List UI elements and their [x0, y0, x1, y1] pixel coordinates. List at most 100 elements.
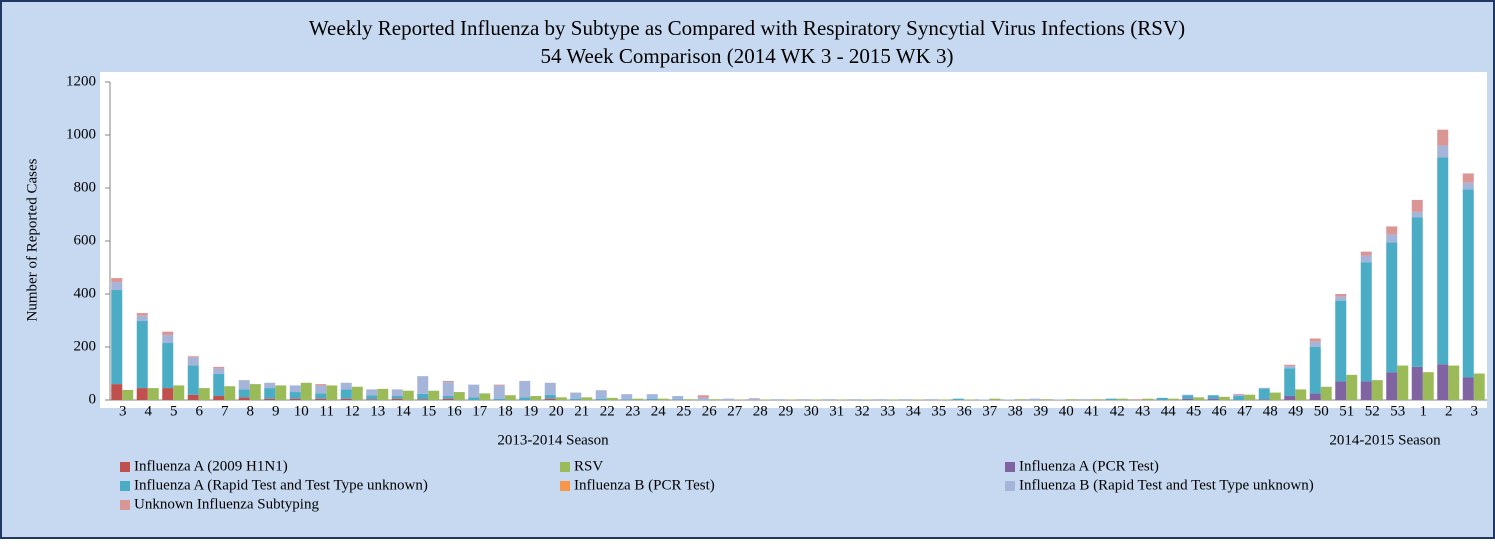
bar: [1014, 399, 1026, 400]
bar: [162, 331, 174, 336]
x-tick-label: 17: [472, 403, 488, 419]
x-tick-label: 35: [931, 403, 946, 419]
x-tick-label: 21: [574, 403, 589, 419]
bar: [901, 399, 913, 400]
x-tick-label: 19: [523, 403, 538, 419]
bar: [978, 399, 990, 400]
bar: [213, 366, 225, 369]
bar: [315, 398, 327, 400]
x-tick-label: 29: [778, 403, 793, 419]
bar: [111, 384, 123, 400]
bar: [198, 388, 210, 400]
legend-swatch: [120, 500, 130, 510]
bar: [1335, 300, 1347, 382]
season-label: 2013-2014 Season: [497, 432, 609, 448]
bar: [238, 380, 250, 390]
bar: [1142, 398, 1154, 400]
x-tick-label: 42: [1110, 403, 1125, 419]
bar: [340, 389, 352, 399]
chart-subtitle: 54 Week Comparison (2014 WK 3 - 2015 WK …: [540, 44, 953, 68]
x-tick-label: 3: [119, 403, 127, 419]
bar: [621, 399, 633, 400]
bar: [213, 396, 225, 400]
bar: [1360, 255, 1372, 263]
bar: [453, 392, 465, 400]
bar: [1360, 381, 1372, 400]
bar: [544, 382, 556, 395]
bar: [1065, 399, 1077, 400]
bar: [1462, 182, 1474, 190]
bar: [213, 374, 225, 397]
bar: [417, 376, 429, 394]
bar: [315, 393, 327, 399]
bar: [366, 399, 378, 400]
bar: [1346, 374, 1358, 400]
x-tick-label: 28: [753, 403, 768, 419]
bar: [876, 399, 888, 400]
bar: [1258, 399, 1270, 400]
bar: [519, 397, 531, 400]
bar: [1462, 189, 1474, 378]
bar: [1462, 173, 1474, 183]
bar: [952, 398, 964, 400]
y-tick-label: 1000: [66, 126, 96, 142]
bar: [417, 393, 429, 400]
bar: [1386, 234, 1398, 243]
legend-label: Unknown Influenza Subtyping: [134, 496, 319, 512]
bar: [555, 397, 567, 400]
bar: [1437, 129, 1449, 146]
bar: [1207, 398, 1219, 400]
bar: [785, 399, 797, 400]
x-tick-label: 40: [1059, 403, 1074, 419]
y-tick-label: 200: [74, 338, 97, 354]
bar: [289, 392, 301, 399]
bar: [1284, 368, 1296, 397]
x-tick-label: 6: [196, 403, 204, 419]
x-tick-label: 31: [829, 403, 844, 419]
bar: [264, 382, 276, 389]
bar: [1386, 372, 1398, 400]
bar: [595, 398, 607, 400]
bar: [326, 385, 338, 400]
bar: [264, 398, 276, 400]
bar: [595, 390, 607, 399]
x-tick-label: 30: [804, 403, 819, 419]
bar: [249, 384, 261, 400]
bar: [238, 389, 250, 398]
bar: [646, 394, 658, 399]
bar: [697, 397, 709, 400]
bar: [672, 396, 684, 400]
bar: [1411, 366, 1423, 400]
bar: [300, 382, 312, 400]
bar: [1233, 394, 1245, 397]
bar: [162, 343, 174, 389]
bar: [1462, 377, 1474, 400]
bar: [1437, 157, 1449, 365]
bar: [697, 395, 709, 398]
bar: [989, 398, 1001, 400]
bar: [927, 399, 939, 400]
season-label: 2014-2015 Season: [1329, 432, 1441, 448]
bar: [1258, 388, 1270, 400]
bar: [391, 396, 403, 399]
x-tick-label: 27: [727, 403, 743, 419]
bar: [1360, 251, 1372, 256]
x-tick-label: 44: [1161, 403, 1177, 419]
bar: [111, 278, 123, 283]
x-tick-label: 12: [345, 403, 360, 419]
x-tick-label: 3: [1471, 403, 1479, 419]
bar: [850, 399, 862, 400]
bar: [672, 399, 684, 400]
bar: [493, 398, 505, 400]
x-tick-label: 1: [1420, 403, 1428, 419]
bar: [632, 398, 644, 400]
x-tick-label: 9: [272, 403, 280, 419]
x-tick-label: 8: [247, 403, 255, 419]
bar: [136, 315, 148, 322]
bar: [1105, 398, 1117, 400]
bar: [530, 396, 542, 400]
x-tick-label: 24: [651, 403, 667, 419]
bar: [657, 398, 669, 400]
legend-label: Influenza A (Rapid Test and Test Type un…: [134, 477, 428, 493]
